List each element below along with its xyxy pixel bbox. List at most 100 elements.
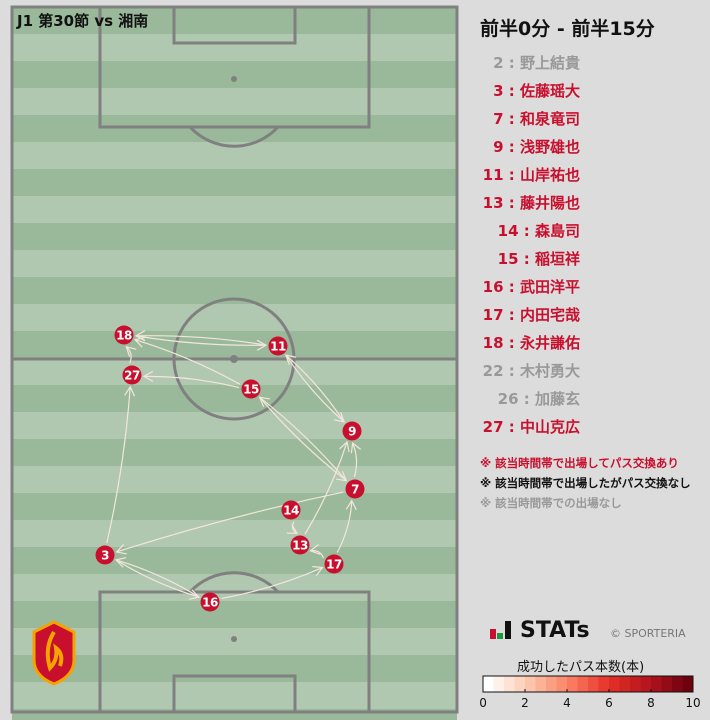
player-number: 15: [243, 383, 259, 397]
pass-arrowhead: [134, 330, 146, 342]
colorbar-segment: [619, 676, 631, 692]
player-list-item: 7 : 和泉竜司: [493, 110, 580, 128]
pass-line: [221, 566, 323, 600]
colorbar-tick-label: 0: [480, 696, 487, 710]
pitch-stripe: [12, 412, 457, 439]
colorbar-segment: [483, 676, 494, 692]
legend-note: ※ 該当時間帯で出場したがパス交換なし: [480, 476, 691, 490]
bottom-goal-area: [172, 674, 297, 714]
player-list-item: 16 : 武田洋平: [482, 278, 580, 296]
player-list-item: 18 : 永井謙佑: [482, 334, 580, 352]
player-list-item: 9 : 浅野雄也: [493, 138, 580, 156]
center-spot: [230, 355, 238, 363]
player-node: 7: [345, 479, 365, 499]
legend-note: ※ 該当時間帯での出場なし: [480, 496, 622, 510]
pass-arrowhead: [312, 565, 324, 577]
bottom-penalty-arc: [188, 571, 280, 594]
player-number: 9: [348, 425, 356, 439]
pitch-stripe: [12, 466, 457, 493]
player-node: 18: [114, 325, 134, 345]
pass-arrowhead: [309, 543, 321, 555]
player-number: 16: [202, 596, 218, 610]
pitch-stripe: [12, 709, 457, 720]
pass-line: [116, 491, 344, 553]
pass-arrowhead: [114, 557, 127, 568]
pass-line: [304, 441, 348, 535]
player-list-item: 17 : 内田宅哉: [482, 306, 580, 324]
player-list-item: 15 : 稲垣祥: [497, 250, 580, 268]
pass-line: [115, 559, 200, 598]
pitch-stripe: [12, 7, 457, 34]
pitch-stripe: [12, 574, 457, 601]
pass-arrowhead: [286, 524, 299, 535]
club-logo-emblem: [45, 630, 64, 672]
pass-line: [285, 354, 345, 423]
brand-text: STATs: [520, 618, 590, 643]
player-list-item: 2 : 野上結貴: [493, 54, 580, 72]
pass-line: [310, 550, 325, 559]
player-marker: [342, 421, 362, 441]
colorbar-segment: [588, 676, 599, 692]
pass-line: [134, 339, 241, 385]
stats-logo-icon: [490, 620, 511, 639]
colorbar-segment: [556, 676, 568, 692]
player-list-item: 3 : 佐藤瑶大: [493, 82, 580, 100]
pass-arrowhead: [124, 385, 136, 397]
player-marker: [268, 336, 288, 356]
colorbar-segment: [577, 676, 589, 692]
player-number: 17: [326, 558, 342, 572]
pass-line: [336, 500, 353, 553]
player-node: 16: [200, 592, 220, 612]
player-node: 3: [95, 545, 115, 565]
player-list-item: 26 : 加藤玄: [497, 390, 580, 408]
player-list-item: 11 : 山岸祐也: [482, 166, 580, 184]
colorbar-segment: [682, 676, 694, 692]
pitch-map: 3 7 9 11 13 14 15 16 17 18 27: [10, 5, 459, 720]
colorbar-segment: [609, 676, 620, 692]
legend-notes: ※ 該当時間帯で出場してパス交換あり ※ 該当時間帯で出場したがパス交換なし ※ 該…: [480, 453, 691, 513]
player-number: 11: [270, 340, 286, 354]
player-node: 14: [281, 500, 301, 520]
player-node: 11: [268, 336, 288, 356]
pass-arrowhead: [115, 544, 127, 555]
pitch-stripe: [12, 655, 457, 682]
colorbar-tick-label: 6: [605, 696, 613, 710]
colorbar-segment: [504, 676, 515, 692]
pitch-stripe: [12, 169, 457, 196]
pass-line: [135, 335, 267, 346]
player-number: 27: [124, 369, 140, 383]
player-marker: [281, 500, 301, 520]
player-marker: [114, 325, 134, 345]
colorbar-segment: [640, 676, 652, 692]
pitch-stripe: [12, 304, 457, 331]
pitch-stripe: [12, 385, 457, 412]
player-marker: [241, 379, 261, 399]
colorbar: 0 2 4 6 8 10: [480, 675, 701, 710]
pitch-stripe: [12, 682, 457, 709]
pitch-stripe: [12, 61, 457, 88]
colorbar-tick-label: 4: [563, 696, 571, 710]
player-marker: [290, 535, 310, 555]
player-number: 13: [292, 539, 308, 553]
player-marker: [95, 545, 115, 565]
player-list: 2 : 野上結貴 3 : 佐藤瑶大 7 : 和泉竜司 9 : 浅野雄也 11 : 山岸祐…: [470, 52, 580, 444]
player-list-item: 14 : 森島司: [497, 222, 580, 240]
pitch-stripe: [12, 601, 457, 628]
pitch-stripe: [12, 223, 457, 250]
top-goal-area: [172, 5, 297, 45]
player-node: 15: [241, 379, 261, 399]
club-logo: [32, 620, 76, 686]
colorbar-segment: [651, 676, 662, 692]
colorbar-segment: [535, 676, 547, 692]
pass-arrowhead: [350, 441, 362, 454]
pass-line: [259, 396, 347, 482]
player-marker: [324, 554, 344, 574]
bottom-penalty-spot: [231, 636, 237, 642]
player-marker: [122, 365, 142, 385]
player-node: 27: [122, 365, 142, 385]
pass-arrowhead: [339, 440, 350, 453]
player-node: 9: [342, 421, 362, 441]
pitch-stripe: [12, 196, 457, 223]
club-logo-shield: [32, 620, 76, 686]
copyright: © SPORTERIA: [610, 627, 686, 640]
